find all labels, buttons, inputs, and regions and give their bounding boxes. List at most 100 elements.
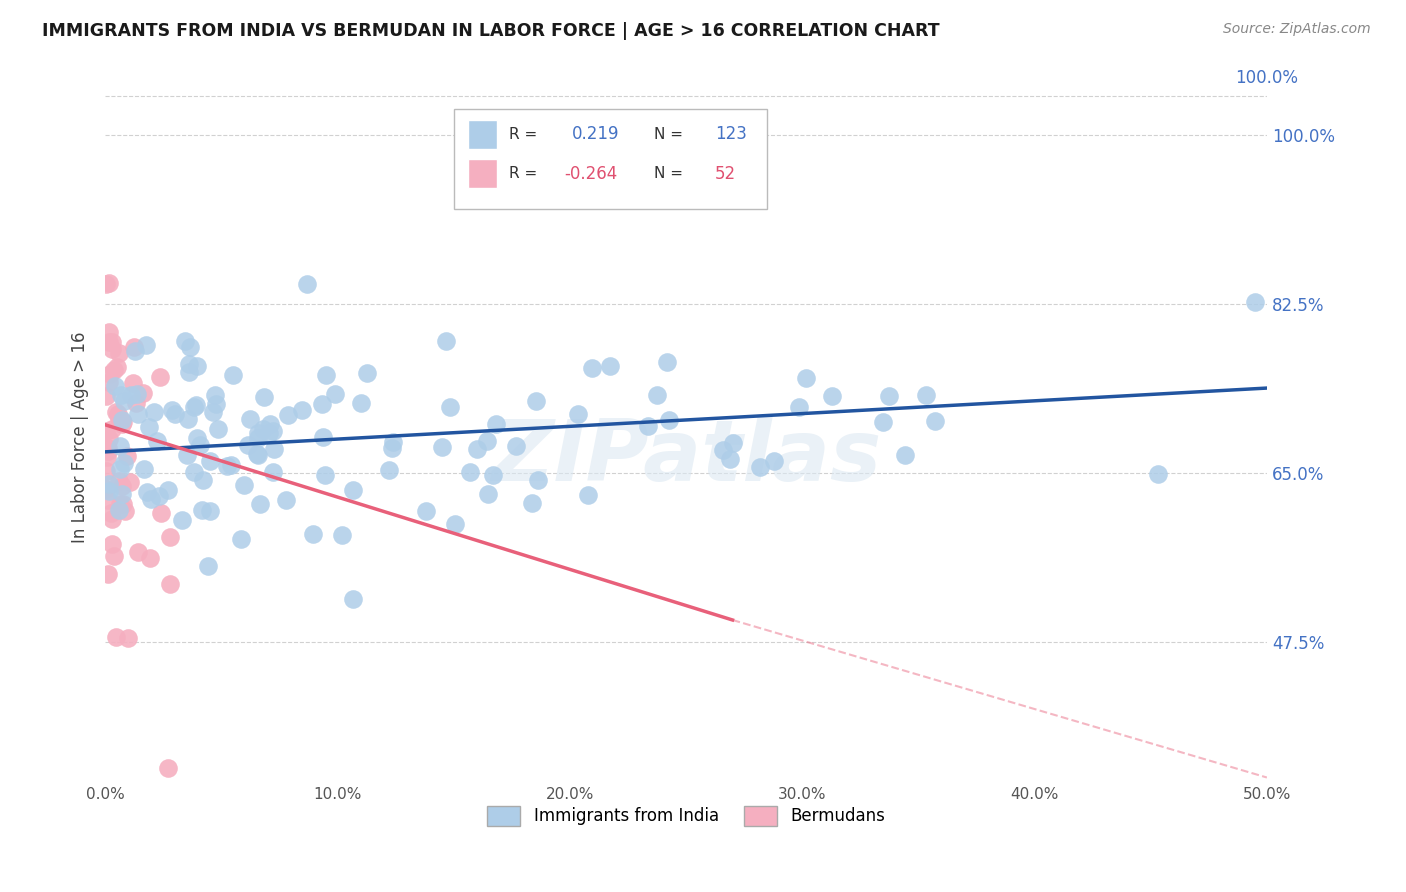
Point xyxy=(198,504,221,518)
Point xyxy=(112,393,135,408)
Point xyxy=(98,433,121,447)
Point xyxy=(98,367,121,381)
Point xyxy=(136,484,159,499)
Point xyxy=(257,426,280,441)
Point xyxy=(114,504,136,518)
Point xyxy=(156,761,179,775)
Point xyxy=(291,403,314,417)
Point xyxy=(111,414,134,428)
Point xyxy=(415,504,437,518)
Point xyxy=(177,358,200,372)
Point xyxy=(135,337,157,351)
Point xyxy=(247,431,270,445)
Point xyxy=(96,277,118,292)
Point xyxy=(645,388,668,402)
Point xyxy=(127,545,149,559)
Point xyxy=(599,359,621,374)
Point xyxy=(177,365,200,379)
Point xyxy=(263,442,285,456)
Point xyxy=(183,400,205,414)
Point xyxy=(222,368,245,383)
Point xyxy=(302,527,325,541)
Point xyxy=(97,443,120,458)
Point xyxy=(96,483,118,497)
Point xyxy=(117,631,139,645)
Point xyxy=(104,630,127,644)
Text: ZIPatlas: ZIPatlas xyxy=(491,416,882,500)
Point xyxy=(1244,294,1267,309)
Point xyxy=(718,451,741,466)
Point xyxy=(253,390,276,404)
Point xyxy=(105,360,128,375)
Point xyxy=(98,334,121,349)
Text: 0.219: 0.219 xyxy=(572,125,620,144)
Point xyxy=(142,405,165,419)
Point xyxy=(1146,467,1168,481)
Point xyxy=(131,385,153,400)
Point xyxy=(111,487,134,501)
Point xyxy=(188,438,211,452)
Point xyxy=(100,537,122,551)
Point xyxy=(721,436,744,450)
Point xyxy=(332,527,354,541)
Legend: Immigrants from India, Bermudans: Immigrants from India, Bermudans xyxy=(481,799,891,833)
Point xyxy=(236,437,259,451)
Point xyxy=(872,415,894,429)
Point xyxy=(439,401,461,415)
Point xyxy=(104,405,127,419)
Point xyxy=(247,448,270,462)
Point xyxy=(159,530,181,544)
Point xyxy=(215,458,238,473)
Point xyxy=(475,434,498,448)
Point xyxy=(190,503,212,517)
Point xyxy=(110,388,132,402)
Point xyxy=(434,334,457,349)
Point xyxy=(430,440,453,454)
Point xyxy=(924,414,946,428)
Point xyxy=(239,411,262,425)
Point xyxy=(96,389,118,403)
Point xyxy=(914,388,936,402)
Point xyxy=(96,465,118,479)
Point xyxy=(179,340,201,354)
Point xyxy=(107,346,129,360)
Point xyxy=(204,387,226,401)
Point xyxy=(97,566,120,581)
Point xyxy=(259,417,281,432)
Point xyxy=(748,459,770,474)
Point xyxy=(132,461,155,475)
Point xyxy=(314,467,336,482)
Point xyxy=(477,487,499,501)
Point xyxy=(125,386,148,401)
Point xyxy=(312,430,335,444)
Point xyxy=(323,387,346,401)
Point xyxy=(111,497,134,511)
Point xyxy=(221,458,243,473)
Point xyxy=(114,456,136,470)
Point xyxy=(877,388,900,402)
Point xyxy=(186,431,208,445)
Point xyxy=(295,277,318,291)
Point xyxy=(342,591,364,606)
Point xyxy=(127,407,149,421)
Point xyxy=(108,461,131,475)
Text: R =: R = xyxy=(509,127,537,142)
Point xyxy=(252,422,274,436)
Point xyxy=(505,439,527,453)
Point xyxy=(315,368,337,382)
Point xyxy=(229,532,252,546)
Point xyxy=(821,389,844,403)
Point xyxy=(381,441,404,455)
Point xyxy=(482,467,505,482)
Point xyxy=(232,478,254,492)
Point xyxy=(97,484,120,499)
Text: N =: N = xyxy=(654,166,682,181)
Text: IMMIGRANTS FROM INDIA VS BERMUDAN IN LABOR FORCE | AGE > 16 CORRELATION CHART: IMMIGRANTS FROM INDIA VS BERMUDAN IN LAB… xyxy=(42,22,939,40)
Point xyxy=(183,465,205,479)
Text: Source: ZipAtlas.com: Source: ZipAtlas.com xyxy=(1223,22,1371,37)
Point xyxy=(97,441,120,455)
Point xyxy=(149,370,172,384)
Point xyxy=(382,434,405,449)
Point xyxy=(146,434,169,449)
Point xyxy=(176,448,198,462)
